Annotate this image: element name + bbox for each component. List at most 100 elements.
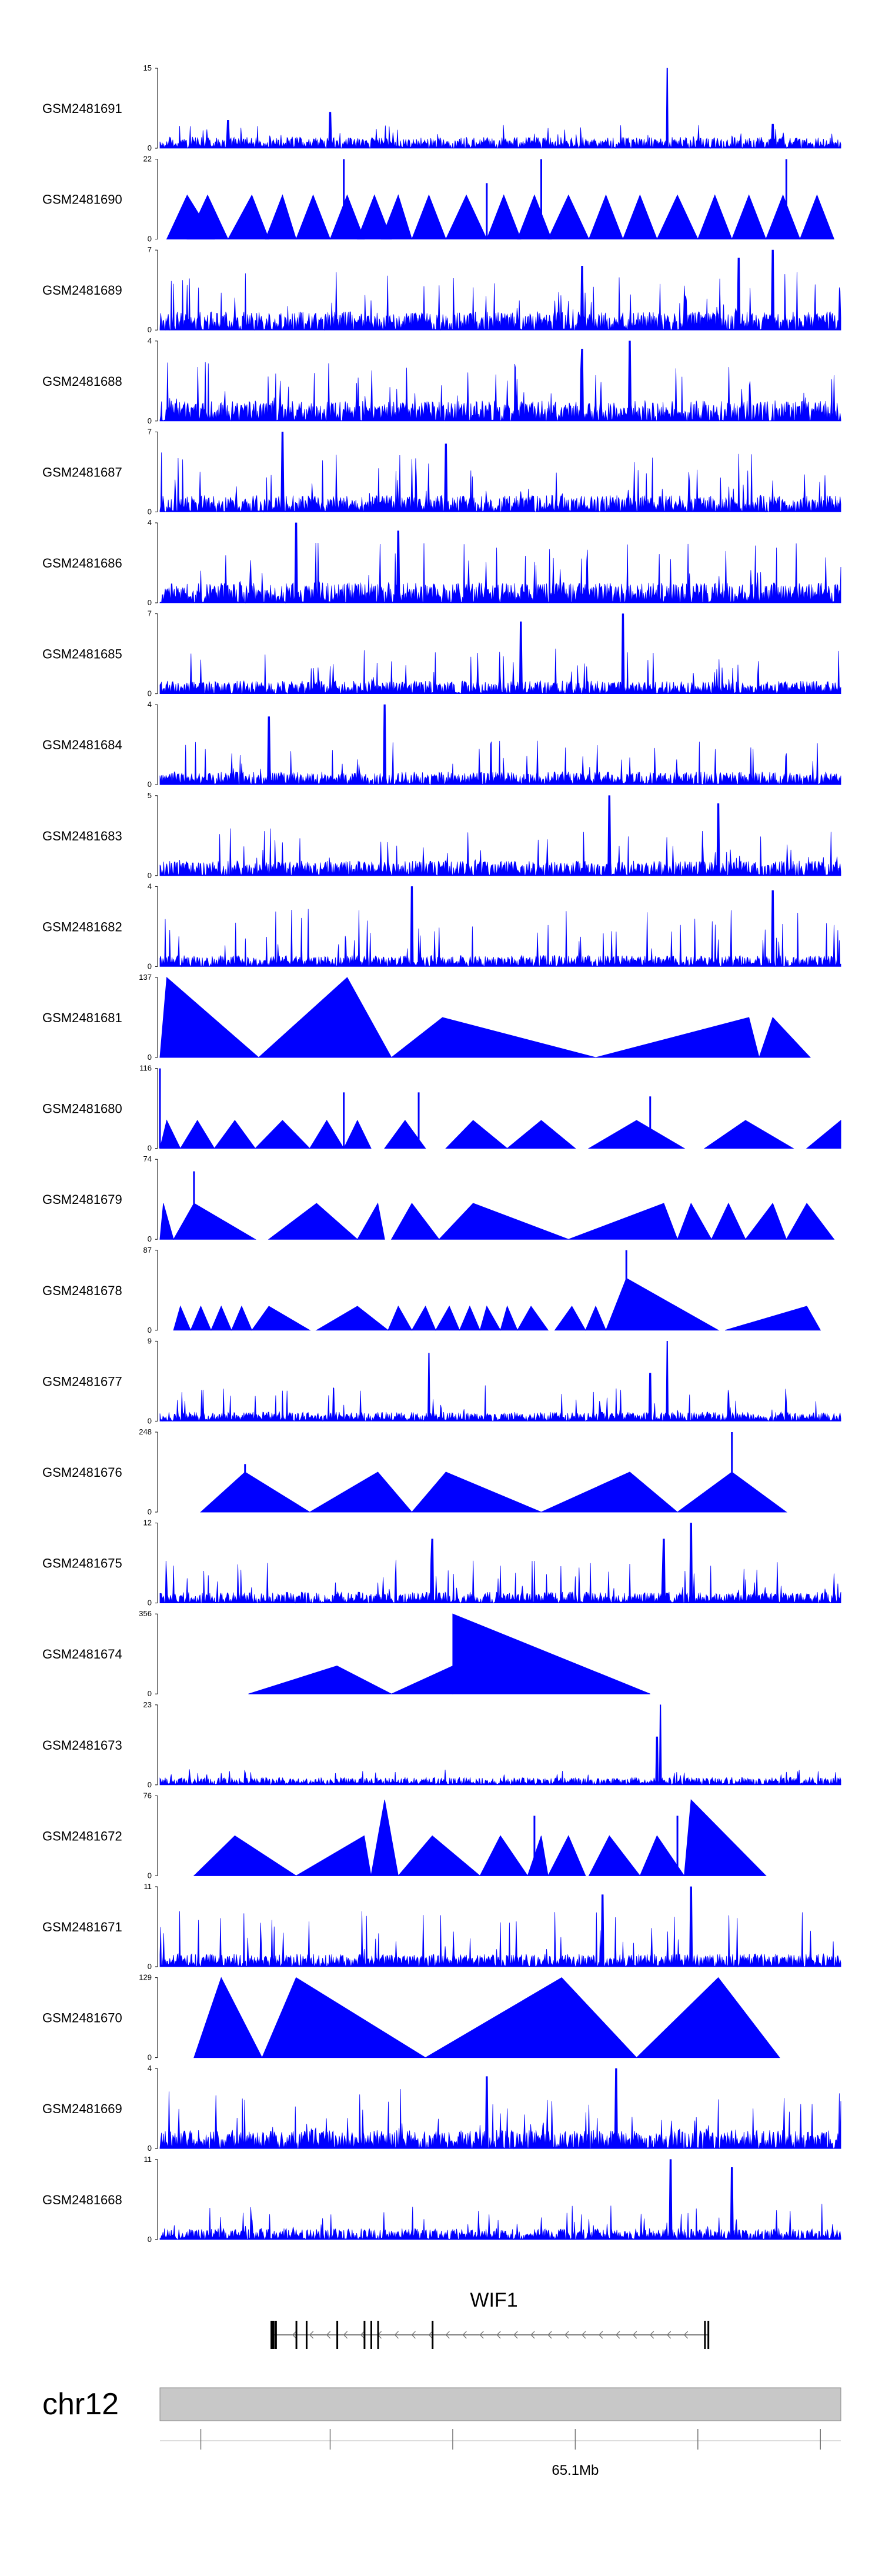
track-GSM2481687: GSM2481687 7 0 bbox=[42, 427, 841, 516]
coverage-area bbox=[159, 68, 841, 149]
track-label: GSM2481674 bbox=[42, 1647, 122, 1661]
track-GSM2481679: GSM2481679 74 0 bbox=[42, 1154, 835, 1243]
strand-arrow bbox=[649, 2331, 654, 2339]
y-tick-label-max: 137 bbox=[139, 973, 152, 982]
coverage-area bbox=[159, 2068, 841, 2150]
y-tick-label-max: 87 bbox=[143, 1246, 152, 1254]
y-tick-label-min: 0 bbox=[148, 598, 152, 607]
gene-exon bbox=[704, 2321, 706, 2349]
gene-exon bbox=[377, 2321, 379, 2349]
strand-arrow bbox=[394, 2331, 399, 2339]
y-tick-label-max: 4 bbox=[148, 336, 152, 345]
track-label: GSM2481675 bbox=[42, 1556, 122, 1571]
track-label: GSM2481668 bbox=[42, 2193, 122, 2207]
gene-exon bbox=[336, 2321, 339, 2349]
coverage-block bbox=[759, 1017, 811, 1058]
coverage-area bbox=[159, 886, 841, 967]
coverage-block bbox=[587, 1120, 686, 1149]
track-label: GSM2481669 bbox=[42, 2101, 122, 2116]
coverage-block bbox=[588, 194, 624, 240]
coverage-block bbox=[605, 1277, 720, 1331]
track-GSM2481675: GSM2481675 12 0 bbox=[42, 1519, 841, 1607]
track-label: GSM2481690 bbox=[42, 192, 122, 207]
coverage-block bbox=[588, 1835, 641, 1876]
coverage-tracks: GSM2481691150GSM2481690220GSM248168970GS… bbox=[42, 64, 841, 2244]
y-tick-label-max: 74 bbox=[143, 1154, 152, 1163]
coverage-block bbox=[258, 977, 392, 1058]
strand-arrow bbox=[666, 2331, 671, 2339]
strand-arrow bbox=[445, 2331, 450, 2339]
coverage-block bbox=[380, 194, 413, 240]
gene-model: WIF1 bbox=[270, 2289, 710, 2349]
strand-arrow bbox=[411, 2331, 416, 2339]
track-GSM2481676: GSM2481676 248 0 bbox=[42, 1427, 787, 1516]
coverage-block bbox=[622, 194, 658, 240]
y-tick-label-max: 248 bbox=[139, 1427, 152, 1436]
coverage-block bbox=[173, 1305, 191, 1331]
coverage-block bbox=[639, 1835, 685, 1876]
track-label: GSM2481680 bbox=[42, 1102, 122, 1116]
strand-arrow bbox=[530, 2331, 535, 2339]
y-tick-label-min: 0 bbox=[148, 235, 152, 243]
y-tick-label-min: 0 bbox=[148, 1053, 152, 1062]
y-tick-label-min: 0 bbox=[148, 416, 152, 425]
y-tick-label-min: 0 bbox=[148, 507, 152, 516]
coverage-block bbox=[370, 1800, 399, 1876]
y-tick-label-max: 7 bbox=[148, 427, 152, 436]
y-tick-label-min: 0 bbox=[148, 1234, 152, 1243]
coverage-block bbox=[211, 1305, 232, 1331]
strand-arrow bbox=[582, 2331, 586, 2339]
coverage-area bbox=[159, 341, 841, 422]
coverage-block bbox=[213, 1120, 256, 1149]
coverage-block bbox=[703, 1120, 794, 1149]
genome-tick-label: 65.1Mb bbox=[552, 2462, 599, 2478]
y-tick-label-min: 0 bbox=[148, 1962, 152, 1971]
coverage-block bbox=[179, 1120, 215, 1149]
coverage-block bbox=[517, 194, 552, 240]
chromosome-ideogram: chr12 65.1Mb bbox=[42, 2387, 841, 2478]
y-tick-label-max: 7 bbox=[148, 609, 152, 618]
coverage-block bbox=[445, 1120, 508, 1149]
gene-exon bbox=[432, 2321, 434, 2349]
y-tick-label-min: 0 bbox=[148, 871, 152, 880]
strand-arrow bbox=[598, 2331, 603, 2339]
coverage-block bbox=[186, 194, 229, 240]
gene-exon bbox=[270, 2321, 275, 2349]
strand-arrow bbox=[615, 2331, 620, 2339]
track-GSM2481685: GSM2481685 7 0 bbox=[42, 609, 841, 698]
coverage-area bbox=[159, 249, 841, 331]
coverage-block bbox=[731, 194, 767, 240]
y-tick-label-min: 0 bbox=[148, 1326, 152, 1334]
coverage-area bbox=[159, 1704, 841, 1786]
track-GSM2481674: GSM2481674 356 0 bbox=[42, 1609, 650, 1698]
coverage-block bbox=[684, 1799, 767, 1876]
coverage-block bbox=[584, 1305, 607, 1331]
coverage-block bbox=[697, 194, 733, 240]
track-GSM2481681: GSM2481681 137 0 bbox=[42, 973, 811, 1062]
coverage-block bbox=[656, 194, 699, 240]
track-label: GSM2481686 bbox=[42, 556, 122, 570]
coverage-block bbox=[193, 1835, 298, 1876]
track-label: GSM2481689 bbox=[42, 283, 122, 298]
coverage-block bbox=[315, 1306, 389, 1331]
track-label: GSM2481684 bbox=[42, 738, 122, 752]
coverage-area bbox=[159, 1341, 841, 1422]
y-tick-label-min: 0 bbox=[148, 144, 152, 152]
coverage-block bbox=[159, 976, 260, 1058]
track-GSM2481678: GSM2481678 87 0 bbox=[42, 1246, 821, 1334]
coverage-block bbox=[424, 1977, 637, 2058]
coverage-block bbox=[230, 1305, 253, 1331]
coverage-block bbox=[384, 1120, 426, 1149]
y-tick-label-min: 0 bbox=[148, 780, 152, 789]
y-tick-label-max: 22 bbox=[143, 155, 152, 163]
coverage-block bbox=[527, 1836, 549, 1876]
track-GSM2481680: GSM2481680 116 0 bbox=[42, 1064, 841, 1153]
track-GSM2481682: GSM2481682 4 0 bbox=[42, 882, 841, 970]
coverage-block bbox=[517, 1306, 549, 1331]
track-GSM2481672: GSM2481672 76 0 bbox=[42, 1791, 767, 1880]
coverage-block bbox=[806, 1119, 841, 1149]
track-label: GSM2481685 bbox=[42, 647, 122, 662]
track-label: GSM2481688 bbox=[42, 374, 122, 389]
y-tick-label-max: 9 bbox=[148, 1336, 152, 1345]
